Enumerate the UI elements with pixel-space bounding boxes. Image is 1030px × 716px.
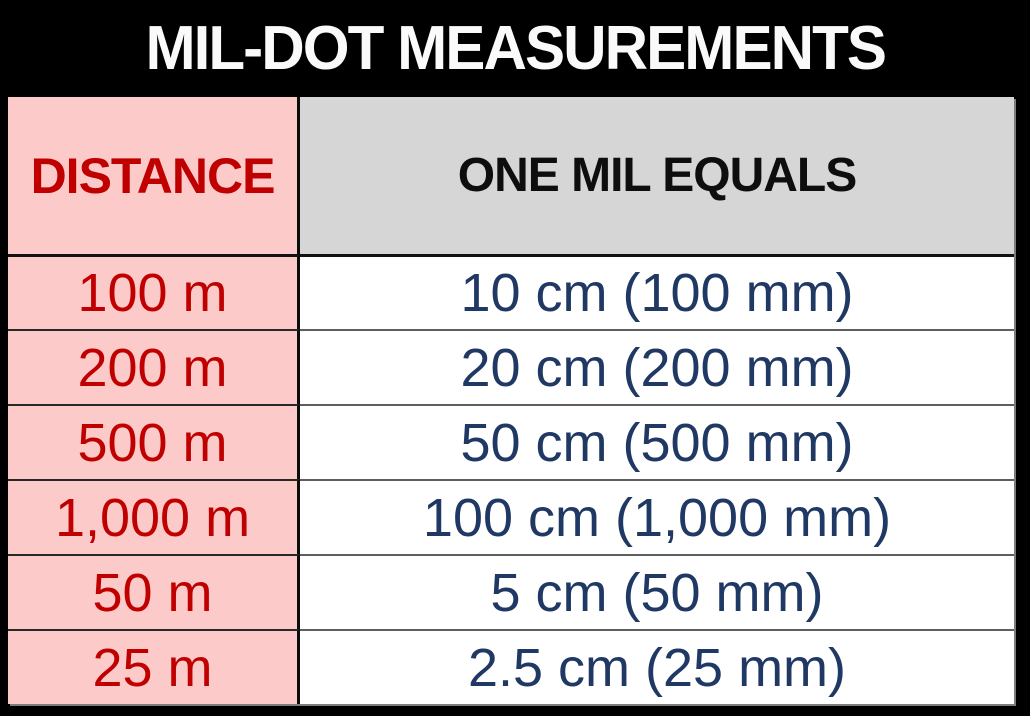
header-distance: DISTANCE	[8, 97, 300, 254]
value-cell: 5 cm (50 mm)	[300, 554, 1014, 629]
table-header-row: DISTANCE ONE MIL EQUALS	[8, 97, 1014, 254]
table-row: 25 m 2.5 cm (25 mm)	[8, 629, 1014, 704]
mil-dot-table: DISTANCE ONE MIL EQUALS 100 m 10 cm (100…	[8, 97, 1014, 704]
table-row: 500 m 50 cm (500 mm)	[8, 404, 1014, 479]
title-band: MIL-DOT MEASUREMENTS	[0, 0, 1030, 97]
value-cell: 50 cm (500 mm)	[300, 404, 1014, 479]
table-row: 200 m 20 cm (200 mm)	[8, 329, 1014, 404]
distance-cell: 25 m	[8, 629, 300, 704]
value-cell: 100 cm (1,000 mm)	[300, 479, 1014, 554]
table-row: 50 m 5 cm (50 mm)	[8, 554, 1014, 629]
value-cell: 10 cm (100 mm)	[300, 254, 1014, 329]
header-one-mil-equals: ONE MIL EQUALS	[300, 97, 1014, 254]
distance-cell: 200 m	[8, 329, 300, 404]
value-cell: 2.5 cm (25 mm)	[300, 629, 1014, 704]
table-row: 100 m 10 cm (100 mm)	[8, 254, 1014, 329]
distance-cell: 100 m	[8, 254, 300, 329]
distance-cell: 50 m	[8, 554, 300, 629]
page-title: MIL-DOT MEASUREMENTS	[145, 14, 887, 83]
distance-cell: 500 m	[8, 404, 300, 479]
table-row: 1,000 m 100 cm (1,000 mm)	[8, 479, 1014, 554]
distance-cell: 1,000 m	[8, 479, 300, 554]
value-cell: 20 cm (200 mm)	[300, 329, 1014, 404]
